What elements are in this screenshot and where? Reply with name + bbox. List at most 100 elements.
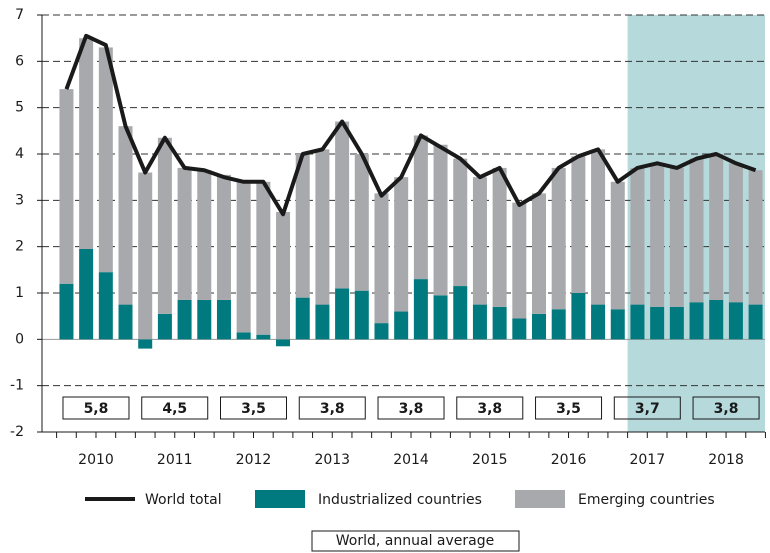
y-tick-label: 4 — [15, 146, 24, 162]
bar — [236, 181, 251, 333]
annual-average-label: 3,8 — [477, 401, 502, 417]
bar — [374, 323, 389, 340]
bar — [374, 193, 389, 324]
y-tick-label: 7 — [15, 7, 24, 23]
bar — [216, 174, 231, 300]
bar — [157, 137, 172, 314]
bar — [728, 302, 743, 340]
annual-average-box — [377, 396, 445, 420]
bar — [571, 156, 586, 293]
y-tick-label: -2 — [10, 424, 24, 440]
line — [64, 33, 757, 217]
annual-average-legend-box — [311, 530, 520, 552]
annual-average-legend-label: World, annual average — [336, 533, 494, 549]
bar — [335, 288, 350, 340]
bar — [591, 149, 606, 305]
bar — [591, 304, 606, 340]
bar — [197, 170, 212, 300]
bar — [492, 167, 507, 307]
bar — [315, 304, 330, 340]
x-tick-label: 2014 — [393, 452, 429, 468]
bar — [138, 339, 153, 349]
bar — [453, 158, 468, 287]
bar — [433, 144, 448, 296]
bar — [138, 172, 153, 340]
y-tick-label: 1 — [15, 285, 24, 301]
bar — [394, 311, 409, 340]
bar — [610, 181, 625, 310]
bar — [453, 286, 468, 340]
bar — [59, 89, 74, 284]
bar — [512, 202, 527, 319]
annual-average-label: 3,5 — [241, 401, 266, 417]
bar — [354, 290, 369, 340]
bar — [236, 332, 251, 340]
annual-average-box — [62, 396, 130, 420]
annual-average-box — [535, 396, 603, 420]
bar — [335, 121, 350, 289]
bar — [98, 272, 113, 340]
bar — [177, 167, 192, 300]
bar — [79, 38, 94, 249]
x-tick-label: 2011 — [157, 452, 193, 468]
annual-average-label: 3,8 — [714, 401, 739, 417]
bar — [118, 126, 133, 305]
y-tick-label: -1 — [10, 378, 24, 394]
bar — [512, 318, 527, 340]
annual-average-box — [141, 396, 209, 420]
x-tick-label: 2013 — [314, 452, 350, 468]
bar — [276, 339, 291, 347]
bar — [433, 295, 448, 340]
annual-average-label: 3,5 — [556, 401, 581, 417]
bar — [532, 313, 547, 340]
legend-swatch — [515, 490, 565, 508]
annual-average-box — [692, 396, 760, 420]
bar — [118, 304, 133, 340]
bar — [650, 306, 665, 340]
bar — [354, 154, 369, 291]
bar — [59, 283, 74, 340]
bar — [295, 297, 310, 340]
bar — [413, 135, 428, 280]
annual-average-label: 5,8 — [84, 401, 109, 417]
annual-average-label: 3,7 — [635, 401, 660, 417]
bar — [492, 306, 507, 340]
bar — [630, 167, 645, 305]
annual-average-label: 4,5 — [162, 401, 187, 417]
y-tick-label: 5 — [15, 100, 24, 116]
bar — [689, 302, 704, 340]
bar — [669, 306, 684, 340]
annual-average-box — [613, 396, 681, 420]
x-tick-label: 2017 — [629, 452, 665, 468]
bar — [315, 149, 330, 305]
bar — [709, 299, 724, 340]
bar — [98, 47, 113, 273]
legend-label: World total — [145, 492, 222, 508]
annual-average-box — [456, 396, 524, 420]
bar — [157, 313, 172, 340]
y-tick-label: 3 — [15, 192, 24, 208]
bar — [216, 299, 231, 340]
legend-swatch — [255, 490, 305, 508]
bar — [748, 170, 763, 305]
bar — [630, 304, 645, 340]
bar — [295, 154, 310, 298]
bar — [728, 163, 743, 303]
bar — [709, 154, 724, 300]
bar — [472, 177, 487, 305]
bar — [197, 299, 212, 340]
bar — [394, 177, 409, 312]
bar — [256, 181, 271, 335]
y-tick-label: 2 — [15, 239, 24, 255]
y-tick-label: 0 — [15, 331, 24, 347]
x-tick-label: 2010 — [78, 452, 114, 468]
bar — [177, 299, 192, 340]
bar — [472, 304, 487, 340]
x-tick-label: 2012 — [236, 452, 272, 468]
bar — [79, 248, 94, 340]
bar — [610, 309, 625, 340]
bar — [256, 334, 271, 340]
x-tick-label: 2016 — [551, 452, 587, 468]
y-tick-label: 6 — [15, 53, 24, 69]
bar — [551, 167, 566, 310]
